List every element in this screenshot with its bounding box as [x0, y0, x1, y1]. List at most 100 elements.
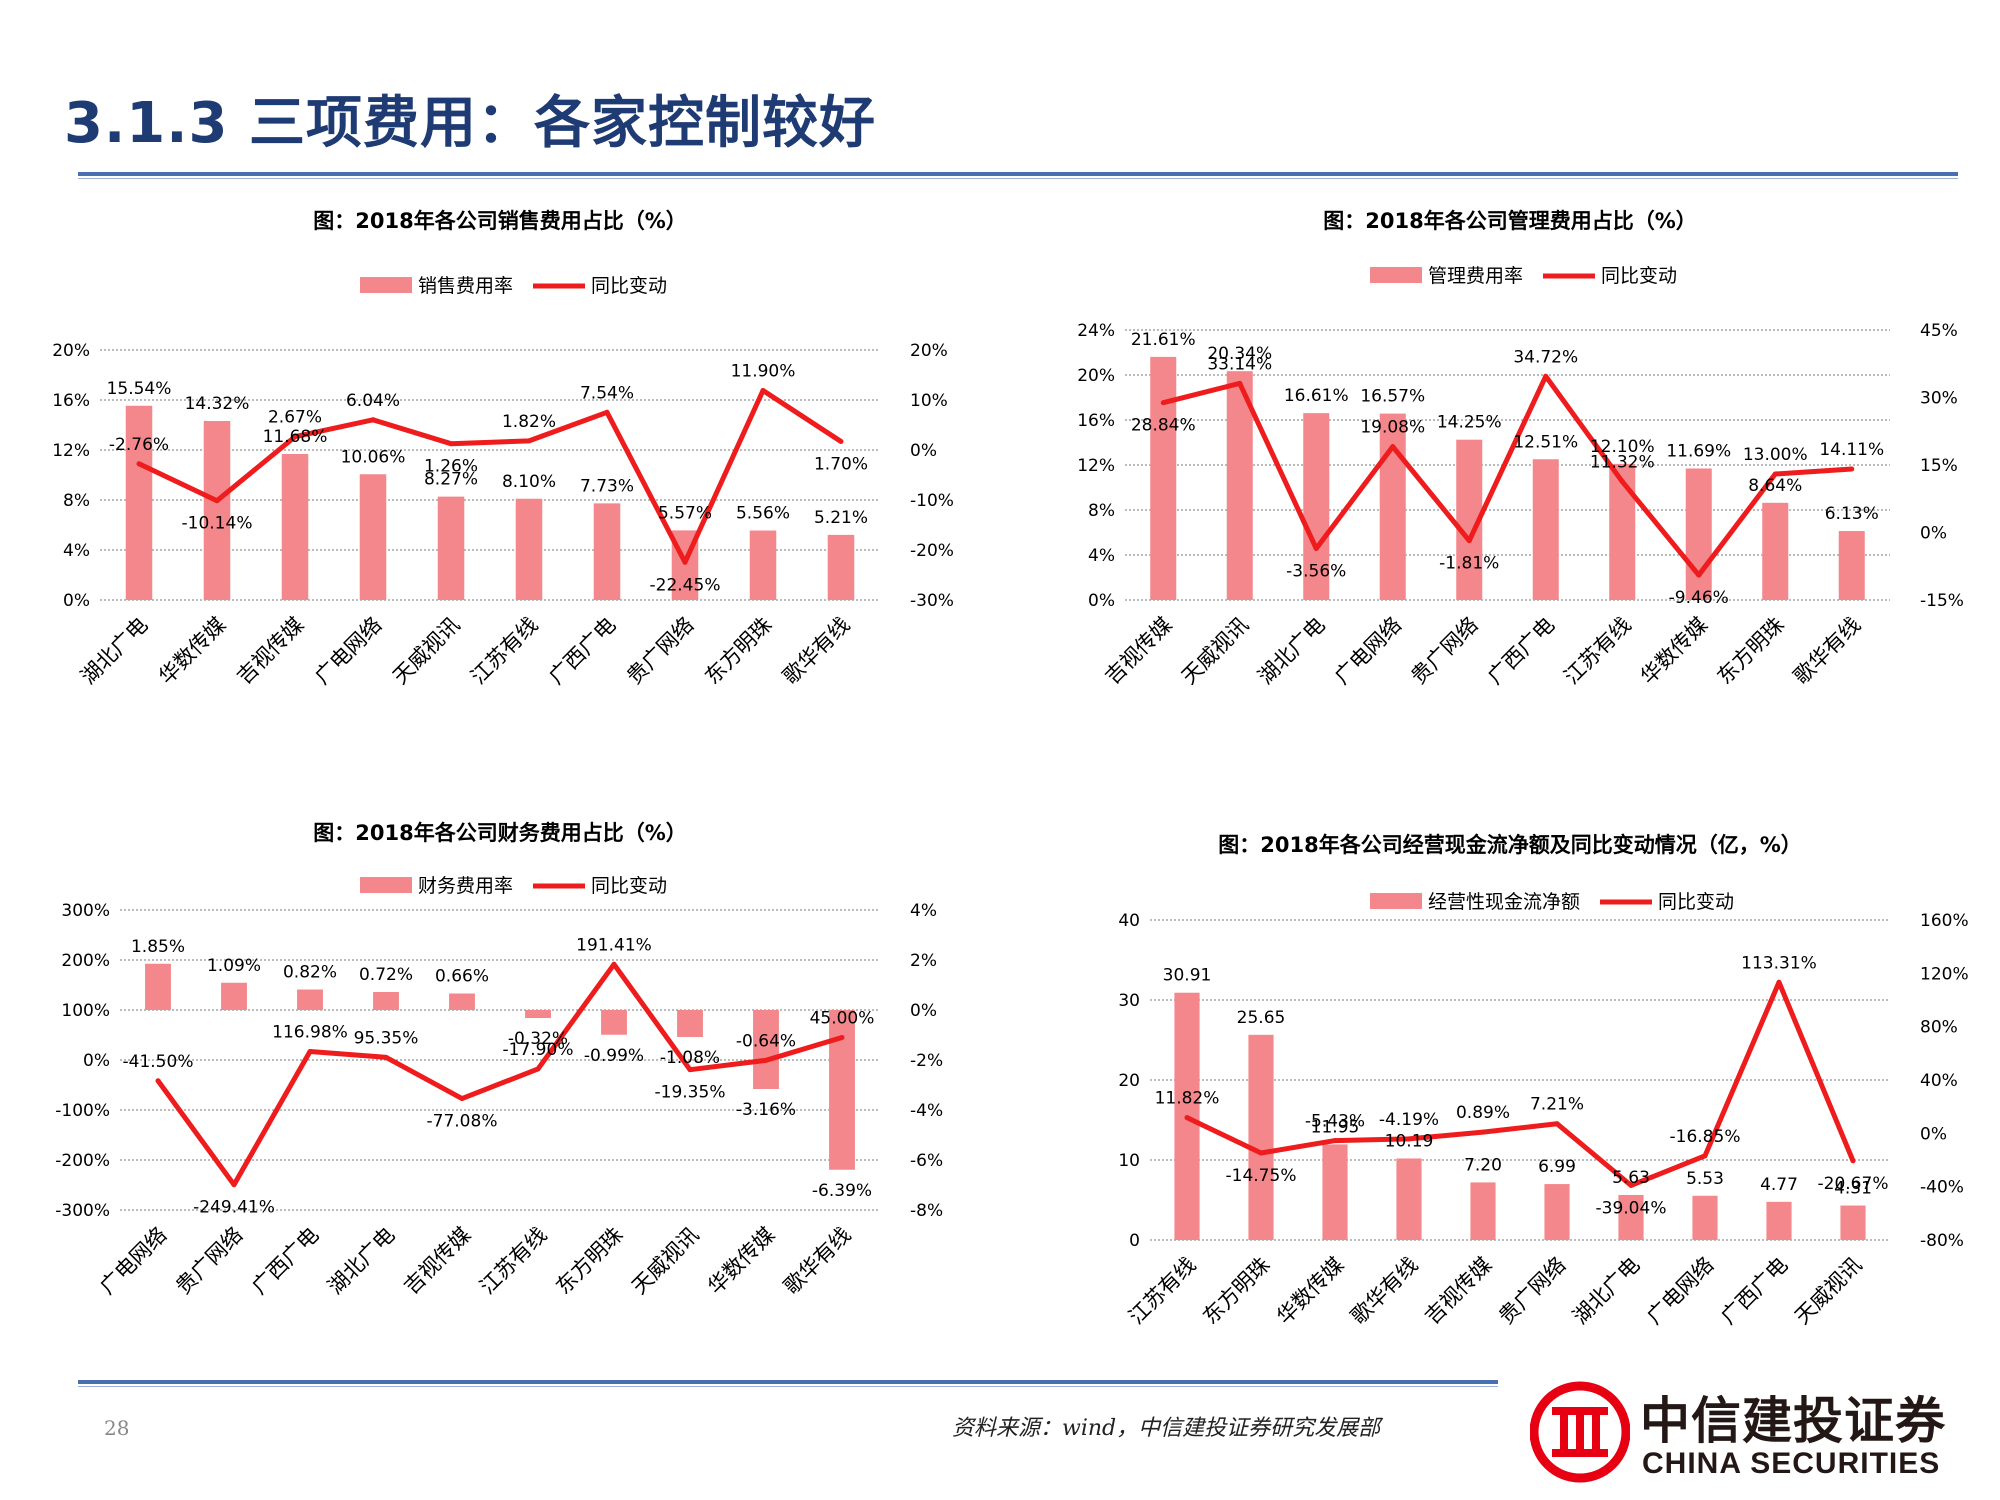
- right-tick-label: -6%: [910, 1151, 943, 1171]
- category-label: 湖北广电: [1568, 1253, 1644, 1329]
- line-point: [1258, 1150, 1264, 1156]
- bar: [1544, 1184, 1570, 1240]
- line-point: [526, 438, 532, 444]
- chart-title: 图：2018年各公司管理费用占比（%）: [1323, 209, 1697, 233]
- bar: [1692, 1195, 1718, 1240]
- legend-label: 财务费用率: [418, 875, 513, 897]
- bar-data-label: -6.39%: [812, 1181, 872, 1201]
- bar-data-label: 7.73%: [580, 476, 634, 496]
- bar-data-label: 12.51%: [1513, 432, 1578, 452]
- bar: [125, 405, 153, 600]
- line-point: [1543, 373, 1549, 379]
- bar: [1840, 1205, 1866, 1240]
- chart-title: 图：2018年各公司销售费用占比（%）: [313, 209, 687, 233]
- line-data-label: -17.90%: [503, 1040, 574, 1060]
- chart-legend: 销售费用率 同比变动: [360, 275, 667, 297]
- bar: [829, 1010, 855, 1170]
- legend-label: 同比变动: [1658, 891, 1734, 913]
- left-tick-label: -300%: [55, 1201, 110, 1221]
- category-label: 广电网络: [95, 1223, 171, 1299]
- bar-data-label: 8.27%: [424, 470, 478, 490]
- line-data-label: 11.82%: [1155, 1089, 1220, 1109]
- bar: [1248, 1034, 1274, 1240]
- bar-data-label: 5.57%: [658, 503, 712, 523]
- right-tick-label: -15%: [1920, 591, 1964, 611]
- bar-data-label: 0.82%: [283, 963, 337, 983]
- category-label: 贵广网络: [622, 613, 698, 689]
- line-data-label: -2.76%: [109, 435, 169, 455]
- line-point: [1237, 380, 1243, 386]
- line-point: [535, 1066, 541, 1072]
- bar-data-label: 0.66%: [435, 967, 489, 987]
- bar: [1379, 413, 1406, 600]
- left-tick-label: 16%: [52, 391, 90, 411]
- bar-data-label: 11.69%: [1666, 441, 1731, 461]
- chart-finance-expense: 图：2018年各公司财务费用占比（%） 财务费用率 同比变动 -300% -200% -1…: [40, 810, 960, 1330]
- chart-legend: 经营性现金流净额 同比变动: [1370, 891, 1734, 913]
- bar: [749, 530, 777, 600]
- left-tick-label: 16%: [1077, 411, 1115, 431]
- category-label: 吉视传媒: [399, 1223, 475, 1299]
- line-point: [1160, 400, 1166, 406]
- bar-data-label: 6.99: [1538, 1157, 1576, 1177]
- category-label: 天威视讯: [627, 1223, 703, 1299]
- line-data-label: -22.45%: [650, 575, 721, 595]
- chart-legend: 财务费用率 同比变动: [360, 875, 667, 897]
- line-data-label: 1.82%: [502, 412, 556, 432]
- right-tick-label: -40%: [1920, 1178, 1964, 1198]
- legend-label: 同比变动: [591, 275, 667, 297]
- line-data-label: 1.26%: [424, 457, 478, 477]
- right-tick-label: -80%: [1920, 1231, 1964, 1251]
- line-data-label: -10.14%: [182, 514, 253, 534]
- line-data-label: 95.35%: [354, 1028, 419, 1048]
- bar: [1618, 1194, 1644, 1240]
- legend-label: 同比变动: [1601, 265, 1677, 287]
- right-tick-label: -30%: [910, 591, 954, 611]
- line-point: [1184, 1115, 1190, 1121]
- category-label: 歌华有线: [1346, 1253, 1422, 1329]
- chart-title: 图：2018年各公司经营现金流净额及同比变动情况（亿，%）: [1218, 833, 1802, 857]
- bar-data-label: 11.95: [1311, 1117, 1360, 1137]
- category-label: 江苏有线: [475, 1223, 551, 1299]
- category-label: 广电网络: [1330, 613, 1406, 689]
- bar: [1470, 1182, 1496, 1240]
- bar: [297, 989, 323, 1010]
- left-tick-label: 8%: [1088, 501, 1115, 521]
- category-label: 吉视传媒: [1100, 613, 1176, 689]
- bar-data-label: 16.61%: [1284, 386, 1349, 406]
- bar: [359, 474, 387, 600]
- bar: [515, 498, 543, 600]
- line-point: [136, 461, 142, 467]
- bar: [1322, 1144, 1348, 1240]
- left-tick-label: 12%: [52, 441, 90, 461]
- bar: [1838, 531, 1865, 600]
- right-tick-label: 40%: [1920, 1071, 1958, 1091]
- line-data-label: -16.85%: [1670, 1127, 1741, 1147]
- line-point: [839, 1035, 845, 1040]
- bar: [827, 534, 855, 600]
- bar: [525, 1010, 551, 1018]
- line-data-label: 13.00%: [1743, 445, 1808, 465]
- bar: [281, 454, 309, 600]
- chart-legend: 管理费用率 同比变动: [1370, 265, 1677, 287]
- line-point: [1628, 1182, 1634, 1188]
- line-data-label: 1.70%: [814, 455, 868, 475]
- bar: [1396, 1158, 1422, 1240]
- line-data-label: -19.35%: [655, 1083, 726, 1103]
- category-label: 东方明珠: [700, 613, 776, 689]
- line-point: [763, 1057, 769, 1063]
- category-label: 江苏有线: [1124, 1253, 1200, 1329]
- category-label: 广西广电: [247, 1223, 323, 1299]
- legend-label: 同比变动: [591, 875, 667, 897]
- left-tick-label: 100%: [61, 1001, 110, 1021]
- legend-bar-swatch: [360, 877, 412, 893]
- bar-data-label: 4.77: [1760, 1175, 1798, 1195]
- line-point: [1696, 572, 1702, 578]
- line-point: [1776, 979, 1782, 985]
- legend-label: 销售费用率: [418, 275, 513, 297]
- category-label: 东方明珠: [551, 1223, 627, 1299]
- line-point: [1406, 1136, 1412, 1142]
- right-tick-label: 15%: [1920, 456, 1958, 476]
- category-label: 歌华有线: [779, 1223, 855, 1299]
- line-point: [687, 1067, 693, 1073]
